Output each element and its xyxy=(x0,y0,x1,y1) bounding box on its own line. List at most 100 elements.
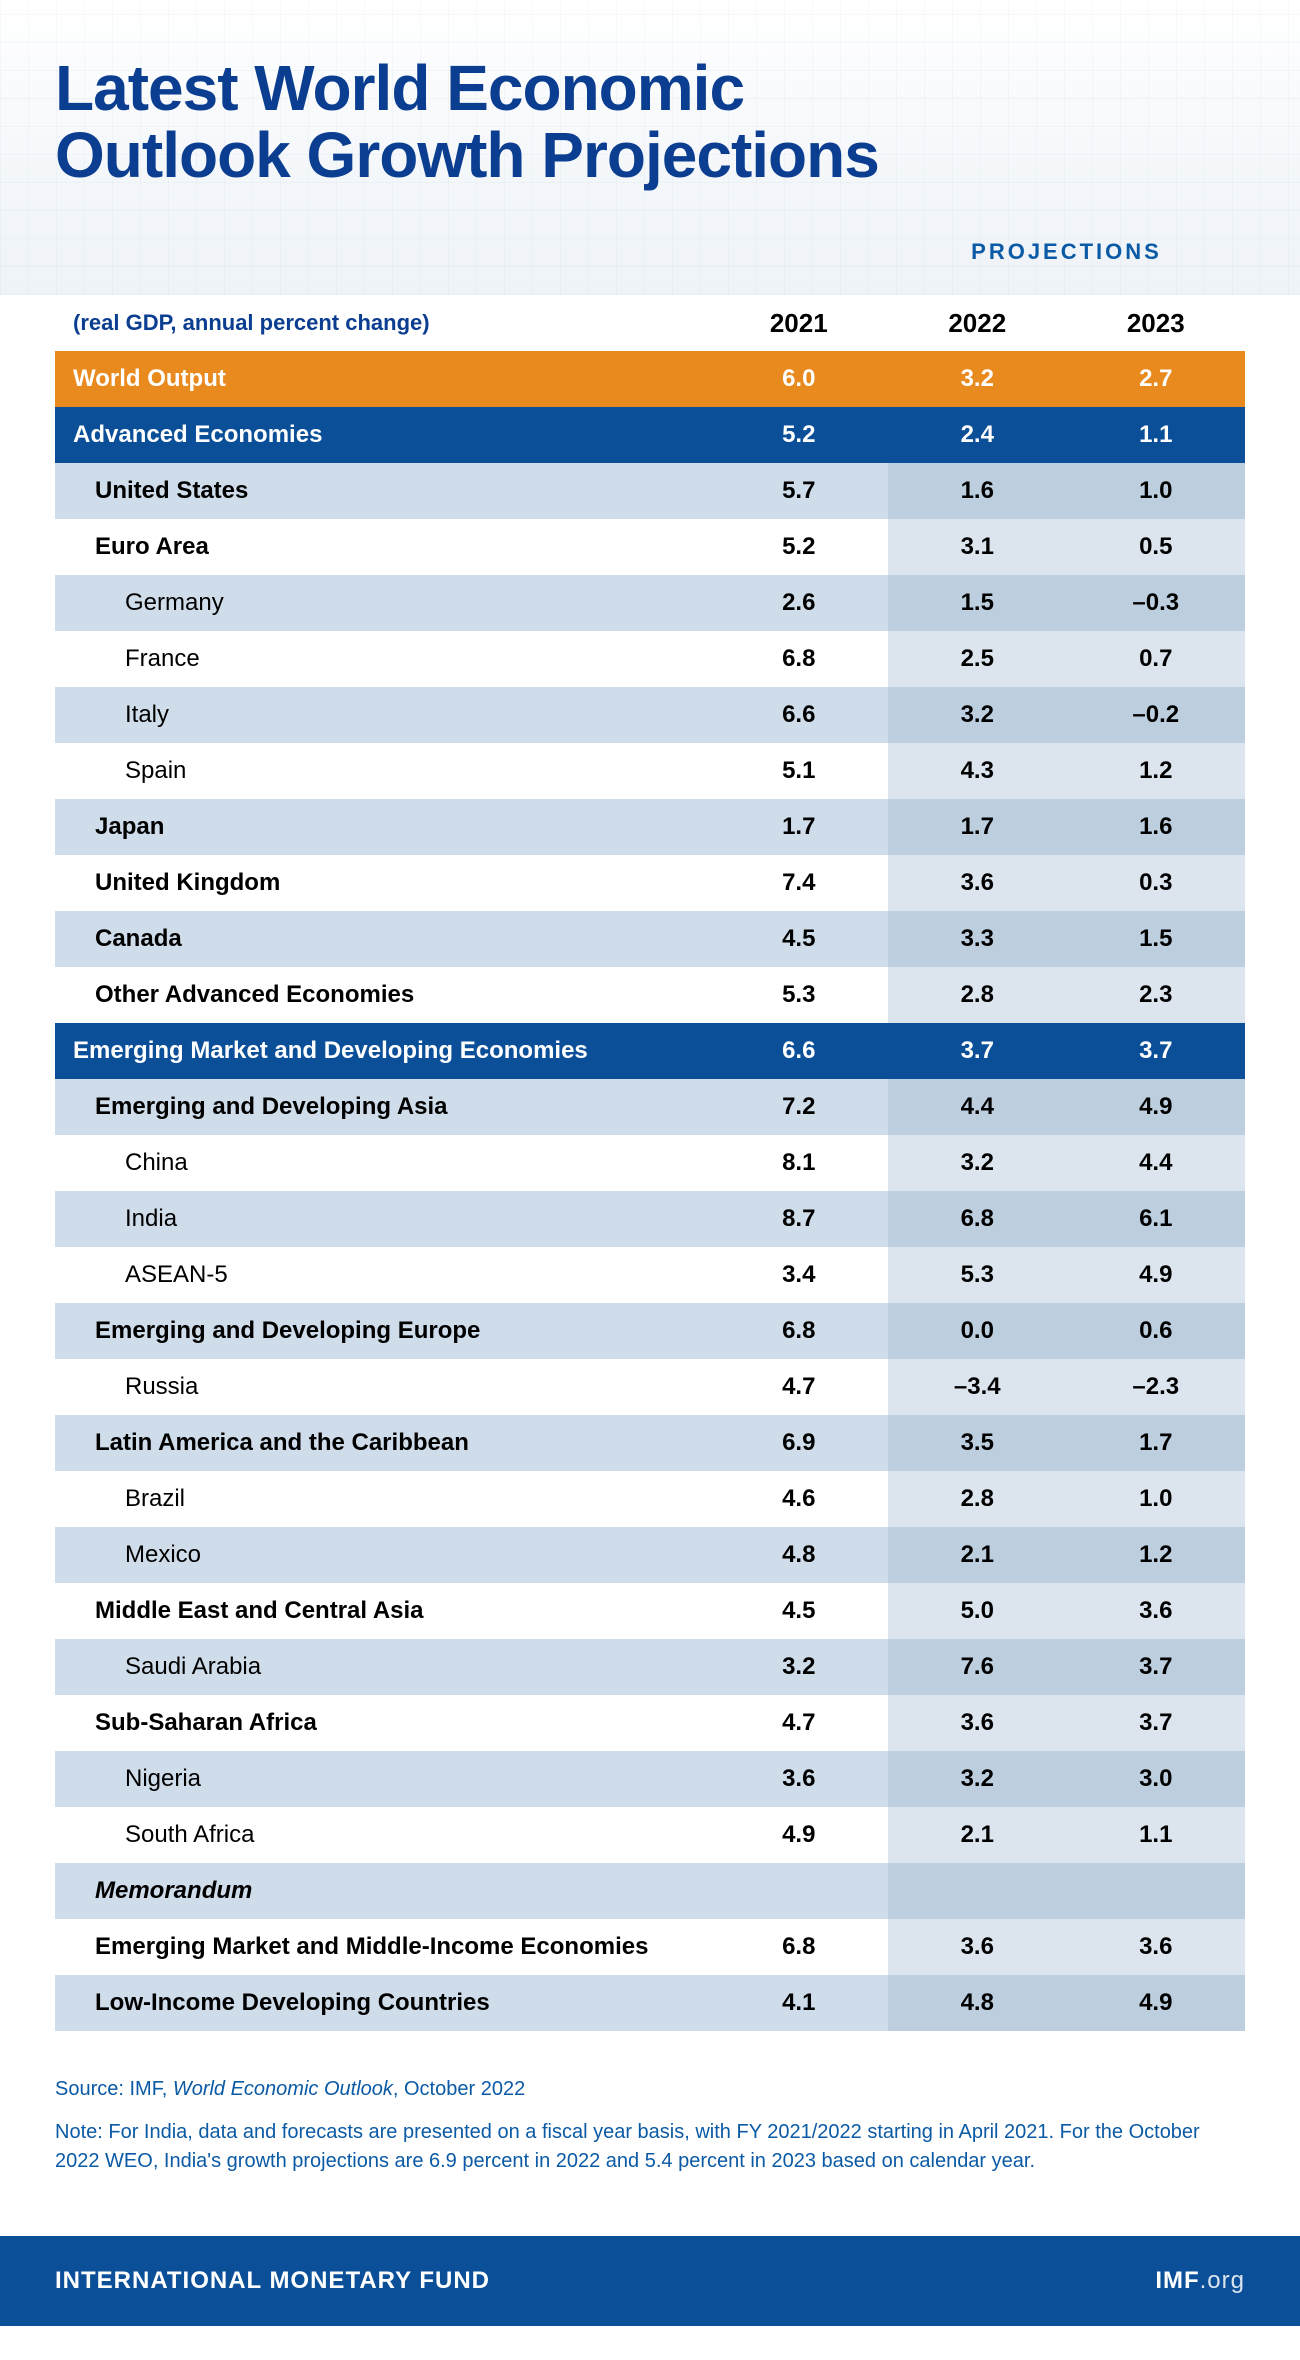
row-label: France xyxy=(55,631,710,687)
table-row: South Africa4.92.11.1 xyxy=(55,1807,1245,1863)
cell-value: 5.1 xyxy=(710,743,889,799)
cell-value: 4.9 xyxy=(1067,1975,1246,2031)
col-year-2023: 2023 xyxy=(1067,295,1246,351)
infographic-page: Latest World Economic Outlook Growth Pro… xyxy=(0,0,1300,2326)
cell-value: 0.6 xyxy=(1067,1303,1246,1359)
cell-value: 3.2 xyxy=(888,1751,1067,1807)
row-label: Mexico xyxy=(55,1527,710,1583)
cell-value: 3.6 xyxy=(1067,1583,1246,1639)
cell-value: 6.6 xyxy=(710,687,889,743)
cell-value: 1.7 xyxy=(1067,1415,1246,1471)
cell-value: 3.7 xyxy=(888,1023,1067,1079)
cell-value: 4.3 xyxy=(888,743,1067,799)
projections-label: PROJECTIONS xyxy=(888,239,1245,265)
cell-value xyxy=(888,1863,1067,1919)
cell-value: 1.0 xyxy=(1067,1471,1246,1527)
row-label: World Output xyxy=(55,351,710,407)
table-row: Middle East and Central Asia4.55.03.6 xyxy=(55,1583,1245,1639)
table-row: United States5.71.61.0 xyxy=(55,463,1245,519)
cell-value: 3.3 xyxy=(888,911,1067,967)
table-row: Spain5.14.31.2 xyxy=(55,743,1245,799)
table-row: Emerging and Developing Asia7.24.44.9 xyxy=(55,1079,1245,1135)
table-row: Sub-Saharan Africa4.73.63.7 xyxy=(55,1695,1245,1751)
row-label: South Africa xyxy=(55,1807,710,1863)
title-line-1: Latest World Economic xyxy=(55,52,744,124)
cell-value: 3.2 xyxy=(710,1639,889,1695)
cell-value: 2.8 xyxy=(888,967,1067,1023)
cell-value: 7.4 xyxy=(710,855,889,911)
cell-value: 7.2 xyxy=(710,1079,889,1135)
table-row: India8.76.86.1 xyxy=(55,1191,1245,1247)
table-row: Italy6.63.2–0.2 xyxy=(55,687,1245,743)
cell-value: 6.8 xyxy=(710,631,889,687)
cell-value: 3.2 xyxy=(888,351,1067,407)
cell-value: 1.6 xyxy=(1067,799,1246,855)
row-label: India xyxy=(55,1191,710,1247)
footer-site-strong: IMF xyxy=(1155,2267,1199,2294)
cell-value: 4.9 xyxy=(1067,1079,1246,1135)
cell-value: 1.1 xyxy=(1067,1807,1246,1863)
row-label: Emerging Market and Middle-Income Econom… xyxy=(55,1919,710,1975)
cell-value: 3.2 xyxy=(888,1135,1067,1191)
row-label: Emerging Market and Developing Economies xyxy=(55,1023,710,1079)
footer-org: INTERNATIONAL MONETARY FUND xyxy=(55,2267,490,2295)
cell-value: 4.4 xyxy=(888,1079,1067,1135)
cell-value: 2.6 xyxy=(710,575,889,631)
cell-value: 3.7 xyxy=(1067,1639,1246,1695)
cell-value: 4.9 xyxy=(1067,1247,1246,1303)
cell-value: 3.2 xyxy=(888,687,1067,743)
cell-value: 0.3 xyxy=(1067,855,1246,911)
cell-value: 1.6 xyxy=(888,463,1067,519)
cell-value: 3.5 xyxy=(888,1415,1067,1471)
row-label: Euro Area xyxy=(55,519,710,575)
cell-value: 3.1 xyxy=(888,519,1067,575)
cell-value: 6.8 xyxy=(888,1191,1067,1247)
row-label: Low-Income Developing Countries xyxy=(55,1975,710,2031)
projections-table: (real GDP, annual percent change) 2021 2… xyxy=(55,295,1245,2031)
cell-value: –2.3 xyxy=(1067,1359,1246,1415)
table-row: Emerging Market and Developing Economies… xyxy=(55,1023,1245,1079)
cell-value: 1.5 xyxy=(1067,911,1246,967)
row-label: Other Advanced Economies xyxy=(55,967,710,1023)
cell-value: 3.4 xyxy=(710,1247,889,1303)
cell-value: 5.7 xyxy=(710,463,889,519)
source-prefix: Source: IMF, xyxy=(55,2078,173,2100)
cell-value: 6.1 xyxy=(1067,1191,1246,1247)
table-row: Low-Income Developing Countries4.14.84.9 xyxy=(55,1975,1245,2031)
cell-value: 3.6 xyxy=(1067,1919,1246,1975)
cell-value: 5.3 xyxy=(888,1247,1067,1303)
cell-value: 1.2 xyxy=(1067,743,1246,799)
cell-value: 4.4 xyxy=(1067,1135,1246,1191)
cell-value: 6.9 xyxy=(710,1415,889,1471)
cell-value: 1.7 xyxy=(888,799,1067,855)
cell-value: 6.8 xyxy=(710,1303,889,1359)
table-row: China8.13.24.4 xyxy=(55,1135,1245,1191)
cell-value: 2.8 xyxy=(888,1471,1067,1527)
cell-value: 2.4 xyxy=(888,407,1067,463)
table-row: Saudi Arabia3.27.63.7 xyxy=(55,1639,1245,1695)
row-label: ASEAN-5 xyxy=(55,1247,710,1303)
row-label: China xyxy=(55,1135,710,1191)
cell-value: 2.3 xyxy=(1067,967,1246,1023)
cell-value: –0.2 xyxy=(1067,687,1246,743)
table-row: Mexico4.82.11.2 xyxy=(55,1527,1245,1583)
cell-value: 0.5 xyxy=(1067,519,1246,575)
cell-value: 1.7 xyxy=(710,799,889,855)
table-row: Memorandum xyxy=(55,1863,1245,1919)
cell-value: 3.0 xyxy=(1067,1751,1246,1807)
cell-value: 4.1 xyxy=(710,1975,889,2031)
cell-value: 3.7 xyxy=(1067,1695,1246,1751)
cell-value: 1.2 xyxy=(1067,1527,1246,1583)
cell-value: 1.0 xyxy=(1067,463,1246,519)
title-line-2: Outlook Growth Projections xyxy=(55,119,879,191)
table-row: Euro Area5.23.10.5 xyxy=(55,519,1245,575)
footer-bar: INTERNATIONAL MONETARY FUND IMF.org xyxy=(0,2236,1300,2326)
table-wrap: (real GDP, annual percent change) 2021 2… xyxy=(0,295,1300,2031)
note-line: Note: For India, data and forecasts are … xyxy=(55,2118,1245,2176)
cell-value: 3.6 xyxy=(888,1919,1067,1975)
row-label: Canada xyxy=(55,911,710,967)
cell-value: 5.2 xyxy=(710,519,889,575)
row-label: Russia xyxy=(55,1359,710,1415)
cell-value: 4.5 xyxy=(710,911,889,967)
table-row: Latin America and the Caribbean6.93.51.7 xyxy=(55,1415,1245,1471)
